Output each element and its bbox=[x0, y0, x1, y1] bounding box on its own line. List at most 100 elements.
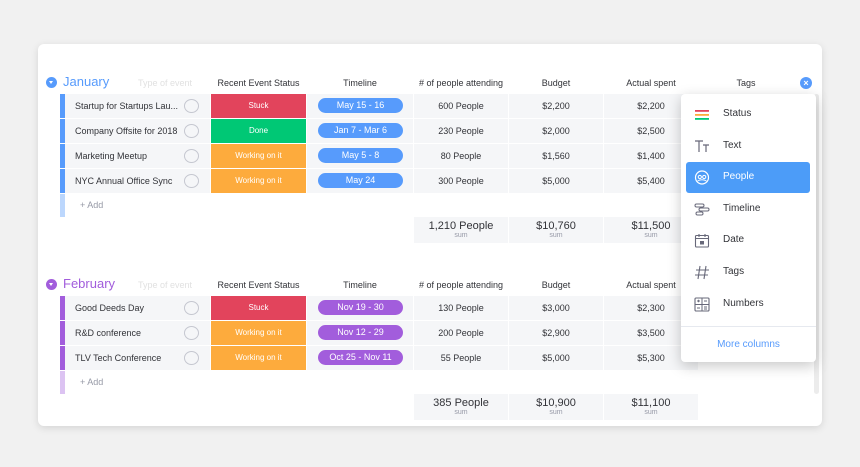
menu-item-status[interactable]: Status bbox=[686, 99, 810, 130]
chat-bubble-icon[interactable] bbox=[184, 301, 199, 315]
chat-bubble-icon[interactable] bbox=[184, 99, 199, 113]
tags-icon bbox=[695, 265, 709, 280]
add-column-menu: Status Text People Timeline Date Tags Nu… bbox=[681, 94, 816, 362]
sum-value: $10,760 bbox=[536, 220, 576, 232]
text-icon bbox=[695, 140, 709, 152]
budget-cell[interactable]: $3,000 bbox=[509, 296, 603, 320]
people-cell[interactable]: 200 People bbox=[414, 321, 508, 345]
column-header-actual[interactable]: Actual spent bbox=[626, 280, 676, 290]
status-icon bbox=[695, 110, 709, 120]
status-label[interactable]: Done bbox=[211, 119, 306, 143]
chat-bubble-icon[interactable] bbox=[184, 174, 199, 188]
table-row[interactable]: TLV Tech Conference Working on it Oct 25… bbox=[38, 346, 822, 370]
status-label[interactable]: Stuck bbox=[211, 296, 306, 320]
column-header-people[interactable]: # of people attending bbox=[418, 280, 504, 290]
budget-sum: $10,760 sum bbox=[509, 217, 603, 243]
timeline-pill[interactable]: Nov 12 - 29 bbox=[318, 325, 403, 340]
numbers-icon bbox=[694, 297, 710, 312]
group-header: February Type of event Recent Event Stat… bbox=[38, 274, 822, 296]
timeline-pill[interactable]: Nov 19 - 30 bbox=[318, 300, 403, 315]
status-label[interactable]: Working on it bbox=[211, 169, 306, 193]
budget-cell[interactable]: $5,000 bbox=[509, 169, 603, 193]
sum-value: 385 People bbox=[433, 397, 489, 409]
chat-bubble-icon[interactable] bbox=[184, 149, 199, 163]
menu-item-people[interactable]: People bbox=[686, 162, 810, 193]
timeline-icon bbox=[694, 203, 710, 216]
sum-value: $11,500 bbox=[631, 220, 671, 232]
column-header-people[interactable]: # of people attending bbox=[418, 78, 504, 88]
status-label[interactable]: Working on it bbox=[211, 144, 306, 168]
budget-cell[interactable]: $2,200 bbox=[509, 94, 603, 118]
collapse-toggle-icon[interactable] bbox=[46, 77, 57, 88]
budget-cell[interactable]: $5,000 bbox=[509, 346, 603, 370]
chat-bubble-icon[interactable] bbox=[184, 124, 199, 138]
group-color-bar bbox=[60, 194, 65, 217]
more-columns-link[interactable]: More columns bbox=[717, 339, 780, 350]
budget-cell[interactable]: $2,000 bbox=[509, 119, 603, 143]
column-header-actual[interactable]: Actual spent bbox=[626, 78, 676, 88]
group-title[interactable]: January bbox=[63, 74, 110, 89]
timeline-pill[interactable]: May 5 - 8 bbox=[318, 148, 403, 163]
sum-label: sum bbox=[549, 232, 563, 239]
menu-item-numbers[interactable]: Numbers bbox=[686, 289, 810, 320]
add-item-row[interactable]: + Add bbox=[38, 371, 822, 394]
group-color-bar bbox=[60, 169, 65, 193]
people-cell[interactable]: 130 People bbox=[414, 296, 508, 320]
timeline-pill[interactable]: May 15 - 16 bbox=[318, 98, 403, 113]
menu-item-label: Timeline bbox=[723, 203, 761, 214]
table-row[interactable]: R&D conference Working on it Nov 12 - 29… bbox=[38, 321, 822, 345]
column-header-timeline[interactable]: Timeline bbox=[343, 280, 377, 290]
column-header-status[interactable]: Recent Event Status bbox=[217, 78, 300, 88]
people-cell[interactable]: 600 People bbox=[414, 94, 508, 118]
people-icon bbox=[694, 170, 710, 185]
timeline-pill[interactable]: Oct 25 - Nov 11 bbox=[318, 350, 403, 365]
budget-cell[interactable]: $2,900 bbox=[509, 321, 603, 345]
timeline-cell: Nov 19 - 30 bbox=[307, 296, 413, 320]
budget-cell[interactable]: $1,560 bbox=[509, 144, 603, 168]
people-cell[interactable]: 80 People bbox=[414, 144, 508, 168]
menu-item-label: Date bbox=[723, 234, 745, 245]
chat-bubble-icon[interactable] bbox=[184, 326, 199, 340]
column-header-tags[interactable]: Tags bbox=[736, 78, 756, 88]
collapse-toggle-icon[interactable] bbox=[46, 279, 57, 290]
column-header-budget[interactable]: Budget bbox=[541, 280, 571, 290]
sum-value: 1,210 People bbox=[428, 220, 494, 232]
sum-label: sum bbox=[644, 409, 658, 416]
status-label[interactable]: Stuck bbox=[211, 94, 306, 118]
menu-item-label: Status bbox=[723, 108, 752, 119]
menu-item-timeline[interactable]: Timeline bbox=[686, 194, 810, 225]
menu-item-tags[interactable]: Tags bbox=[686, 257, 810, 288]
menu-item-label: People bbox=[723, 171, 755, 182]
timeline-pill[interactable]: Jan 7 - Mar 6 bbox=[318, 123, 403, 138]
table-row[interactable]: Company Offsite for 2018 Done Jan 7 - Ma… bbox=[38, 119, 822, 143]
group-color-bar bbox=[60, 321, 65, 345]
group-header: January Type of event Recent Event Statu… bbox=[38, 72, 822, 94]
close-icon[interactable]: × bbox=[800, 77, 812, 89]
timeline-cell: May 24 bbox=[307, 169, 413, 193]
menu-item-label: Numbers bbox=[723, 298, 764, 309]
people-cell[interactable]: 300 People bbox=[414, 169, 508, 193]
people-cell[interactable]: 230 People bbox=[414, 119, 508, 143]
menu-item-text[interactable]: Text bbox=[686, 131, 810, 162]
timeline-cell: Oct 25 - Nov 11 bbox=[307, 346, 413, 370]
people-sum: 385 People sum bbox=[414, 394, 508, 420]
add-item-row[interactable]: + Add bbox=[38, 194, 822, 217]
status-label[interactable]: Working on it bbox=[211, 346, 306, 370]
add-item-button[interactable]: + Add bbox=[80, 200, 104, 210]
group-title[interactable]: February bbox=[63, 276, 116, 291]
timeline-pill[interactable]: May 24 bbox=[318, 173, 403, 188]
add-item-button[interactable]: + Add bbox=[80, 377, 104, 387]
status-label[interactable]: Working on it bbox=[211, 321, 306, 345]
chat-bubble-icon[interactable] bbox=[184, 351, 199, 365]
column-header-status[interactable]: Recent Event Status bbox=[217, 280, 300, 290]
column-header-budget[interactable]: Budget bbox=[541, 78, 571, 88]
sum-label: sum bbox=[644, 232, 658, 239]
sum-value: $11,100 bbox=[631, 397, 671, 409]
group-color-bar bbox=[60, 296, 65, 320]
sum-label: sum bbox=[454, 232, 468, 239]
menu-item-date[interactable]: Date bbox=[686, 225, 810, 256]
summary-row: 385 People sum $10,900 sum $11,100 sum bbox=[38, 394, 822, 420]
scrollbar[interactable] bbox=[814, 94, 819, 394]
column-header-timeline[interactable]: Timeline bbox=[343, 78, 377, 88]
people-cell[interactable]: 55 People bbox=[414, 346, 508, 370]
